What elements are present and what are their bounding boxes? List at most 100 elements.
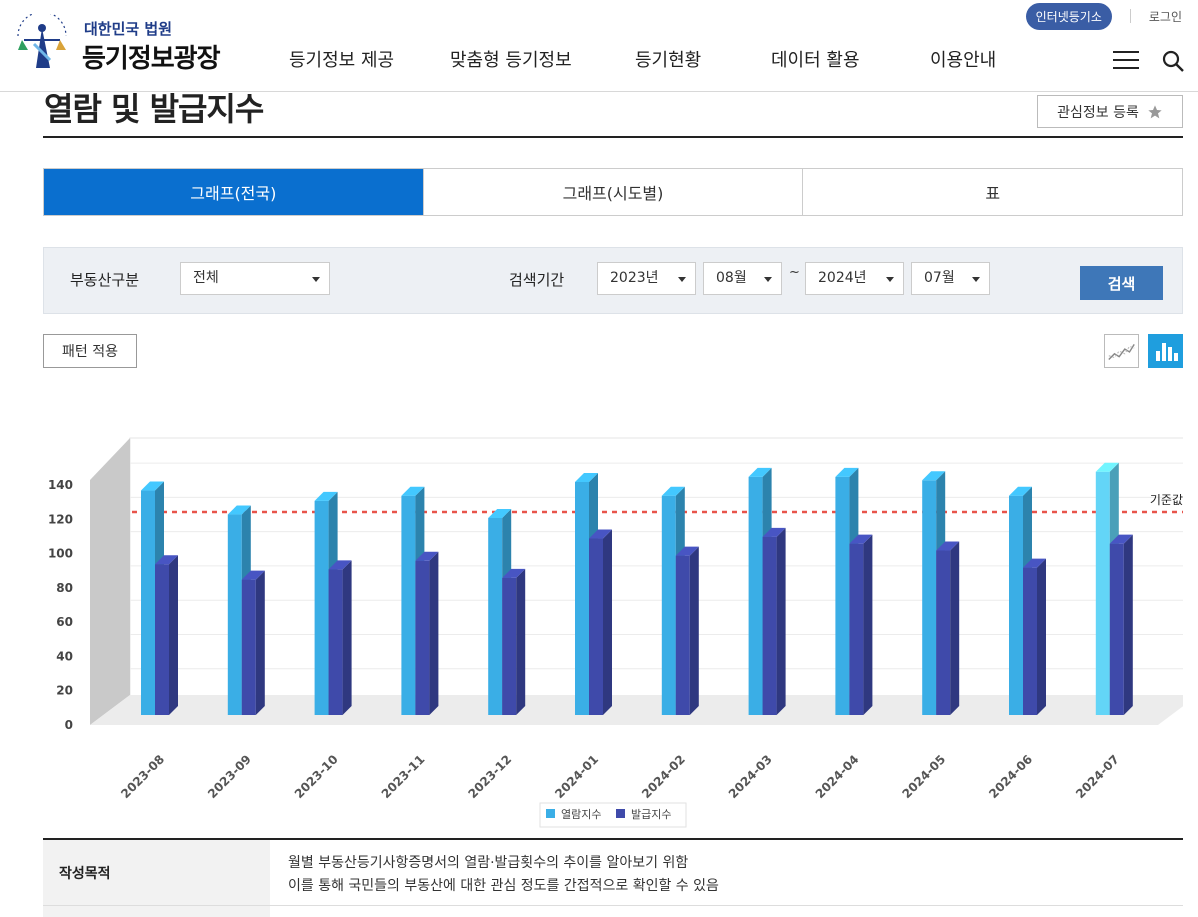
bar-view-index-top (141, 481, 164, 491)
bar-issue-index-top (1023, 558, 1046, 568)
add-favorite-button[interactable]: 관심정보 등록 (1037, 95, 1183, 128)
bar-issue-index-top (241, 570, 265, 580)
apply-pattern-button[interactable]: 패턴 적용 (43, 334, 137, 368)
end-month-value: 07월 (924, 270, 955, 286)
bar-issue-index (502, 577, 517, 715)
bar-view-index (1009, 495, 1023, 715)
start-month-value: 08월 (716, 270, 747, 286)
bar-view-index-top (575, 472, 598, 482)
x-tick-label: 2023-12 (465, 752, 514, 801)
bar-view-index (922, 480, 937, 715)
bar-issue-index-side (429, 551, 439, 715)
search-button[interactable]: 검색 (1080, 266, 1163, 300)
start-year-value: 2023년 (610, 270, 659, 286)
start-month-select[interactable]: 08월 (703, 262, 782, 295)
bar-issue-index (936, 550, 951, 715)
purpose-line-2: 이를 통해 국민들의 부동산에 대한 관심 정도를 간접적으로 확인할 수 있음 (288, 878, 719, 894)
bar-chart-toggle-icon[interactable] (1148, 334, 1183, 368)
y-tick-label: 0 (65, 718, 73, 732)
y-tick-label: 120 (48, 512, 73, 526)
logo-title[interactable]: 등기정보광장 (82, 44, 221, 74)
bar-issue-index-side (950, 541, 960, 715)
search-icon[interactable] (1161, 49, 1185, 73)
search-period-label: 검색기간 (509, 271, 565, 289)
nav-item-registry-info[interactable]: 등기정보 제공 (289, 50, 395, 71)
table-row (43, 905, 1183, 917)
chart-left-wall (90, 438, 130, 725)
bar-view-index-top (401, 486, 425, 496)
x-tick-label: 2024-01 (552, 752, 601, 801)
bar-issue-index-side (776, 527, 786, 715)
line-chart-toggle-icon[interactable] (1104, 334, 1139, 368)
y-tick-label: 60 (56, 615, 73, 629)
bar-view-index (401, 495, 416, 715)
legend-label-issue: 발급지수 (631, 808, 671, 821)
nav-item-status[interactable]: 등기현황 (635, 50, 702, 71)
legend-box (539, 802, 687, 828)
x-tick-label: 2024-02 (639, 752, 688, 801)
legend-label-view: 열람지수 (561, 808, 601, 821)
star-icon (1148, 104, 1162, 118)
start-year-select[interactable]: 2023년 (597, 262, 696, 295)
chevron-down-icon (972, 277, 980, 282)
y-tick-label: 140 (48, 478, 73, 492)
page-title: 열람 및 발급지수 (44, 90, 264, 128)
bar-view-index (661, 495, 676, 715)
bar-issue-index-side (1037, 558, 1046, 715)
tab-graph-national[interactable]: 그래프(전국) (44, 169, 423, 215)
property-type-label: 부동산구분 (70, 271, 140, 289)
end-year-select[interactable]: 2024년 (805, 262, 904, 295)
chevron-down-icon (678, 277, 686, 282)
view-tabs: 그래프(전국) 그래프(시도별) 표 (43, 168, 1183, 216)
login-link[interactable]: 로그인 (1148, 9, 1182, 24)
chevron-down-icon (886, 277, 894, 282)
bar-view-index-top (1009, 486, 1032, 496)
bar-issue-index (849, 543, 864, 715)
bar-issue-index (589, 538, 603, 715)
bar-issue-index (1023, 567, 1037, 715)
util-divider (1129, 9, 1131, 23)
bar-view-index-top (748, 467, 772, 477)
bar-view-index-top (835, 467, 859, 477)
bar-issue-index-top (155, 555, 178, 565)
internet-registry-button[interactable]: 인터넷등기소 (1025, 2, 1112, 30)
bar-issue-index-side (169, 555, 178, 715)
x-tick-label: 2023-08 (118, 752, 167, 801)
bar-issue-index-top (589, 529, 612, 539)
reference-line-label: 기준값 (1150, 493, 1183, 507)
logo-subtitle: 대한민국 법원 (84, 20, 173, 38)
end-month-select[interactable]: 07월 (911, 262, 990, 295)
bar-issue-index (1109, 543, 1124, 715)
bar-view-index-top (922, 471, 946, 481)
court-emblem-icon[interactable] (10, 14, 74, 74)
nav-item-custom-info[interactable]: 맞춤형 등기정보 (450, 50, 572, 71)
bar-issue-index-top (849, 534, 873, 544)
bar-view-index-top (488, 508, 512, 518)
utility-bar: 인터넷등기소 로그인 (1025, 2, 1182, 30)
bar-issue-index-top (762, 527, 786, 537)
menu-icon[interactable] (1113, 51, 1139, 69)
property-type-select[interactable]: 전체 (180, 262, 330, 295)
tab-graph-by-region[interactable]: 그래프(시도별) (422, 169, 803, 215)
bar-issue-index (328, 569, 343, 715)
bar-issue-index (762, 536, 777, 715)
bar-view-index-top (661, 486, 685, 496)
x-tick-label: 2023-11 (379, 752, 428, 801)
tab-table[interactable]: 표 (802, 169, 1183, 215)
x-tick-label: 2023-09 (205, 752, 254, 801)
bar-issue-index-side (603, 529, 612, 715)
nav-item-data-use[interactable]: 데이터 활용 (771, 50, 860, 71)
bar-view-index-top (314, 491, 338, 501)
nav-item-guide[interactable]: 이용안내 (930, 50, 997, 71)
bar-view-index (227, 514, 242, 715)
search-filter-panel: 부동산구분 전체 검색기간 2023년 08월 ~ 2024년 07월 검색 (43, 247, 1183, 314)
x-tick-label: 2024-07 (1073, 752, 1122, 801)
bar-issue-index-side (689, 546, 699, 715)
chevron-down-icon (312, 277, 320, 282)
y-tick-label: 100 (48, 547, 73, 561)
bar-issue-index-side (255, 570, 265, 715)
bar-view-index (575, 481, 589, 715)
bar-issue-index-side (516, 568, 526, 715)
bar-view-index (835, 476, 850, 715)
bar-view-index (314, 500, 329, 715)
